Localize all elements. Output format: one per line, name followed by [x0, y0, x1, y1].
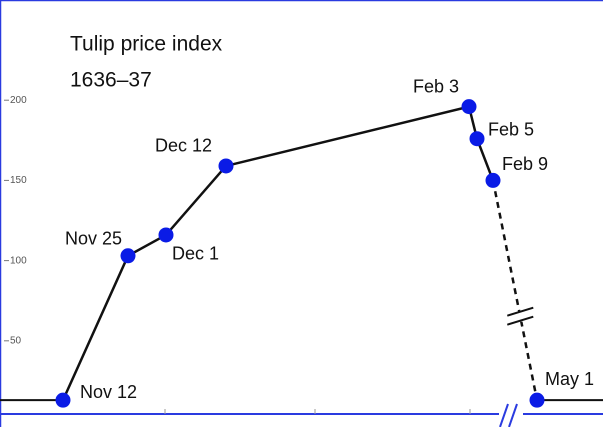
axis-break-gap	[499, 404, 523, 426]
y-tick-label: 50	[10, 335, 22, 346]
data-point	[218, 158, 234, 174]
data-point	[158, 227, 174, 243]
chart-subtitle: 1636–37	[70, 69, 152, 92]
line-break-mark	[506, 315, 534, 326]
point-label: Feb 5	[488, 119, 534, 139]
line-break-gap	[506, 311, 535, 322]
y-tick-label: 200	[10, 95, 27, 106]
point-label: Nov 25	[65, 229, 122, 249]
point-label: May 1	[545, 369, 594, 389]
line-break-mark	[506, 306, 534, 317]
data-point	[469, 131, 485, 147]
point-label: Nov 12	[80, 382, 137, 402]
data-point	[529, 392, 545, 408]
point-label: Feb 3	[413, 76, 459, 96]
data-point	[485, 172, 501, 188]
data-point	[55, 392, 71, 408]
price-line-crash	[491, 180, 539, 401]
data-point	[461, 99, 477, 115]
y-tick-label: 100	[10, 255, 27, 266]
point-label: Feb 9	[502, 154, 548, 174]
point-label: Dec 12	[155, 136, 212, 156]
axis-break-mark	[499, 403, 509, 428]
data-point	[120, 248, 136, 264]
plot-area: 50 100 150 200 Nov 12 Nov 25 Dec 1 Dec 12 Feb 3 F…	[0, 76, 603, 408]
point-label: Dec 1	[172, 244, 219, 264]
chart-title: Tulip price index	[70, 33, 223, 56]
axis-break-mark	[508, 403, 518, 428]
y-tick-label: 150	[10, 175, 27, 186]
